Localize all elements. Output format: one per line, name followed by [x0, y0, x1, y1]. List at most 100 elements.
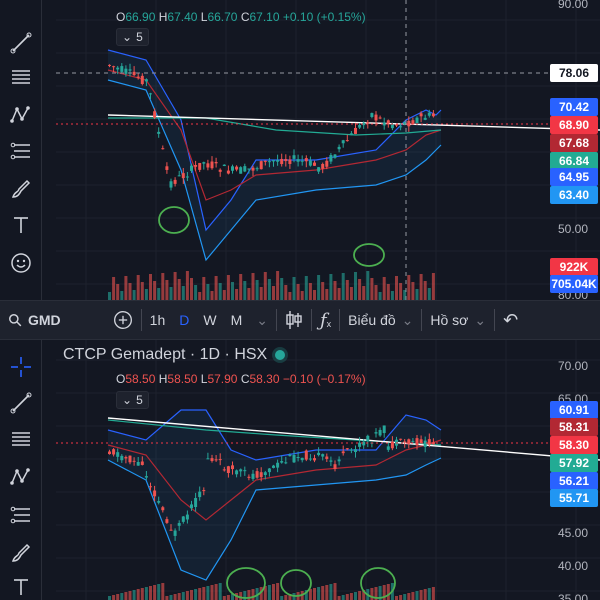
trend-line-icon[interactable] — [4, 26, 38, 60]
volume-bar — [411, 282, 415, 300]
interval-w[interactable]: W — [203, 312, 217, 328]
candle-body — [120, 66, 124, 72]
add-symbol-button[interactable] — [113, 300, 133, 340]
crosshair-icon[interactable] — [4, 350, 38, 384]
top-axis-label-50: 50.00 — [557, 222, 588, 236]
candle-body — [206, 163, 210, 168]
candles-button[interactable] — [285, 300, 303, 340]
chevron-down-icon: ⌄ — [122, 393, 133, 407]
top-chart-pane[interactable] — [56, 0, 600, 300]
volume-bar — [272, 286, 275, 300]
volume-bar — [362, 590, 366, 600]
ema-tag: 63.40 — [550, 186, 598, 204]
candle-body — [157, 131, 161, 134]
volume-bar — [206, 586, 210, 600]
candle-body — [308, 458, 312, 460]
pattern-icon[interactable] — [4, 460, 38, 494]
candle-body — [259, 472, 263, 478]
chevron-down-icon[interactable]: ⌄ — [256, 311, 268, 328]
candle-body — [181, 173, 185, 179]
brush-icon[interactable] — [4, 536, 38, 570]
candle-body — [132, 460, 136, 462]
candle-body — [411, 440, 415, 442]
volume-bar — [304, 276, 308, 300]
candle-body — [177, 175, 181, 177]
undo-button[interactable]: ↶ — [503, 300, 518, 340]
top-indicator-toggle[interactable]: ⌄ 5 — [116, 28, 149, 46]
volume-bar — [243, 591, 247, 600]
candle-body — [263, 160, 267, 162]
volume-bar — [333, 583, 337, 600]
volume-bar — [415, 289, 419, 300]
chart-title: CTCP Gemadept · 1D · HSX — [63, 346, 286, 364]
projection-icon[interactable] — [4, 498, 38, 532]
text-icon[interactable] — [4, 570, 38, 600]
candle-body — [366, 435, 370, 442]
volume-bar — [296, 284, 300, 300]
candle-body — [153, 490, 157, 497]
lower-band-line — [107, 79, 442, 262]
top-price-chart[interactable] — [56, 0, 600, 300]
volume-bar — [337, 596, 341, 600]
brush-icon[interactable] — [4, 172, 38, 206]
candle-body — [214, 459, 218, 461]
volume-bar — [399, 283, 403, 300]
volume-bar — [247, 590, 251, 600]
chevron-down-icon: ⌄ — [474, 311, 487, 328]
divider — [311, 309, 312, 331]
lower-band-tag: 56.21 — [550, 472, 598, 490]
candle-body — [329, 155, 333, 162]
volume-bar — [231, 594, 234, 600]
trend-line-icon[interactable] — [4, 386, 38, 420]
basis-tag: 58.31 — [550, 418, 598, 436]
volume-bar — [136, 275, 140, 300]
candle-body — [202, 490, 206, 492]
candle-body — [280, 461, 284, 463]
volume-bar — [255, 280, 259, 300]
candle-body — [411, 120, 415, 125]
candle-body — [382, 425, 386, 434]
symbol-search[interactable]: GMD — [8, 300, 61, 340]
candle-body — [194, 164, 198, 167]
profile-menu[interactable]: Hồ sơ ⌄ — [430, 311, 487, 329]
volume-bar — [280, 596, 284, 600]
volume-bar — [390, 291, 394, 300]
chevron-down-icon: ⌄ — [122, 30, 133, 44]
volume-bar — [251, 273, 255, 300]
candle-body — [419, 113, 423, 117]
projection-icon[interactable] — [4, 134, 38, 168]
volume-bar — [239, 592, 243, 600]
candle-body — [317, 452, 321, 456]
emoji-icon[interactable] — [4, 246, 38, 280]
volume-bar — [374, 285, 378, 300]
volume-bar — [222, 290, 226, 300]
fib-retracement-icon[interactable] — [4, 422, 38, 456]
candle-body — [149, 486, 152, 488]
bottom-axis-label-45: 45.00 — [557, 526, 588, 540]
candle-body — [226, 466, 230, 473]
candle-body — [173, 530, 177, 536]
candle-body — [231, 166, 234, 171]
candle-body — [243, 166, 247, 172]
annotation-circle — [280, 569, 312, 597]
chart-type-menu[interactable]: Biểu đồ ⌄ — [348, 311, 414, 329]
volume-tag: 922K — [550, 258, 598, 276]
interval-1h[interactable]: 1h — [149, 312, 166, 328]
bottom-chart-pane[interactable] — [56, 340, 600, 600]
volume-bar — [267, 585, 271, 600]
candle-body — [136, 76, 140, 78]
candlestick-icon — [286, 311, 302, 329]
bottom-ohlc-legend: O58.50 H58.50 L57.90 C58.30 −0.10 (−0.17… — [116, 372, 366, 386]
fib-retracement-icon[interactable] — [4, 60, 38, 94]
candle-body — [214, 162, 218, 164]
bottom-indicator-toggle[interactable]: ⌄ 5 — [116, 391, 149, 409]
candle-body — [399, 438, 403, 440]
candle-body — [206, 458, 210, 460]
pattern-icon[interactable] — [4, 98, 38, 132]
interval-m[interactable]: M — [230, 312, 243, 328]
candle-body — [144, 79, 148, 82]
interval-d[interactable]: D — [179, 312, 190, 328]
candle-body — [239, 469, 243, 472]
text-icon[interactable] — [4, 208, 38, 242]
